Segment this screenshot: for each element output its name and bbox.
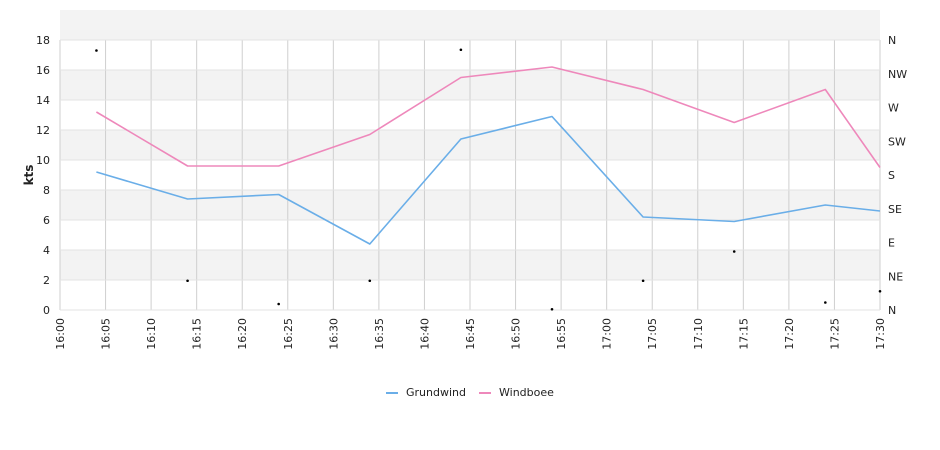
x-tick-label: 17:20: [783, 318, 796, 350]
x-tick-label: 17:10: [692, 318, 705, 350]
legend-item-grundwind[interactable]: Grundwind: [386, 386, 466, 399]
x-tick-label: 16:20: [236, 318, 249, 350]
direction-point: [732, 250, 736, 253]
x-axis-ticks: 16:00 16:05 16:10 16:15 16:20 16:25 16:30 16:35…: [54, 318, 887, 350]
x-tick-label: 17:05: [646, 318, 659, 350]
y-axis-label: kts: [22, 165, 36, 186]
y-tick-label: 2: [43, 274, 50, 287]
x-tick-label: 16:35: [373, 318, 386, 350]
series-line-grundwind: [96, 115, 881, 245]
y-tick-label: 12: [36, 124, 50, 137]
direction-tick-label: SE: [888, 203, 902, 216]
direction-tick-label: E: [888, 237, 895, 250]
y-tick-label: 14: [36, 94, 50, 107]
x-tick-label: 17:25: [828, 318, 841, 350]
y-tick-label: 10: [36, 154, 50, 167]
x-tick-label: 17:15: [737, 318, 750, 350]
direction-point: [550, 307, 554, 311]
direction-point: [641, 279, 645, 283]
y-tick-label: 0: [43, 304, 50, 317]
x-tick-label: 16:00: [54, 318, 67, 350]
x-tick-label: 16:30: [327, 318, 340, 350]
direction-point: [878, 289, 882, 293]
direction-tick-label: NE: [888, 270, 903, 283]
direction-axis-ticks: N NE E SE S SW W NW N: [888, 34, 907, 317]
x-tick-label: 16:05: [100, 318, 113, 350]
legend-label-windboee: Windboee: [499, 386, 554, 399]
x-tick-label: 17:00: [601, 318, 614, 350]
direction-point: [186, 279, 189, 283]
y-tick-label: 16: [36, 64, 50, 77]
direction-tick-label: N: [888, 34, 896, 47]
legend-item-windboee[interactable]: Windboee: [479, 386, 554, 399]
legend-label-grundwind: Grundwind: [406, 386, 466, 399]
direction-tick-label: W: [888, 102, 899, 115]
direction-tick-label: SW: [888, 135, 906, 148]
x-tick-label: 16:40: [418, 318, 431, 350]
x-tick-label: 16:55: [555, 318, 568, 350]
y-axis-ticks: 0 2 4 6 8 10 12 14 16 18: [36, 34, 50, 317]
direction-point: [95, 49, 98, 52]
direction-point: [277, 302, 280, 306]
y-tick-label: 8: [43, 184, 50, 197]
x-tick-label: 16:25: [282, 318, 295, 350]
direction-tick-label: N: [888, 304, 896, 317]
x-tick-label: 16:10: [145, 318, 158, 350]
direction-point: [459, 48, 463, 52]
y-tick-label: 4: [43, 244, 50, 257]
x-tick-label: 16:50: [510, 318, 523, 350]
y-tick-label: 18: [36, 34, 50, 47]
series-line-windboee: [95, 66, 881, 168]
direction-tick-label: NW: [888, 68, 907, 81]
direction-point: [368, 279, 372, 283]
direction-point: [824, 301, 827, 304]
series-lines: [95, 66, 881, 245]
legend: Grundwind Windboee: [386, 386, 554, 399]
x-tick-label: 16:15: [191, 318, 204, 350]
x-tick-label: 17:30: [874, 318, 887, 350]
y-tick-label: 6: [43, 214, 50, 227]
plot-band: [60, 10, 880, 40]
direction-tick-label: S: [888, 169, 895, 182]
direction-points: [95, 48, 882, 311]
x-tick-label: 16:45: [464, 318, 477, 350]
